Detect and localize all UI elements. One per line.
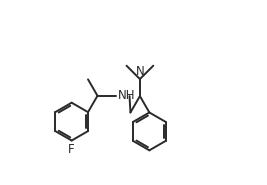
Text: N: N: [136, 65, 144, 78]
Text: F: F: [68, 143, 75, 156]
Text: NH: NH: [118, 89, 135, 102]
